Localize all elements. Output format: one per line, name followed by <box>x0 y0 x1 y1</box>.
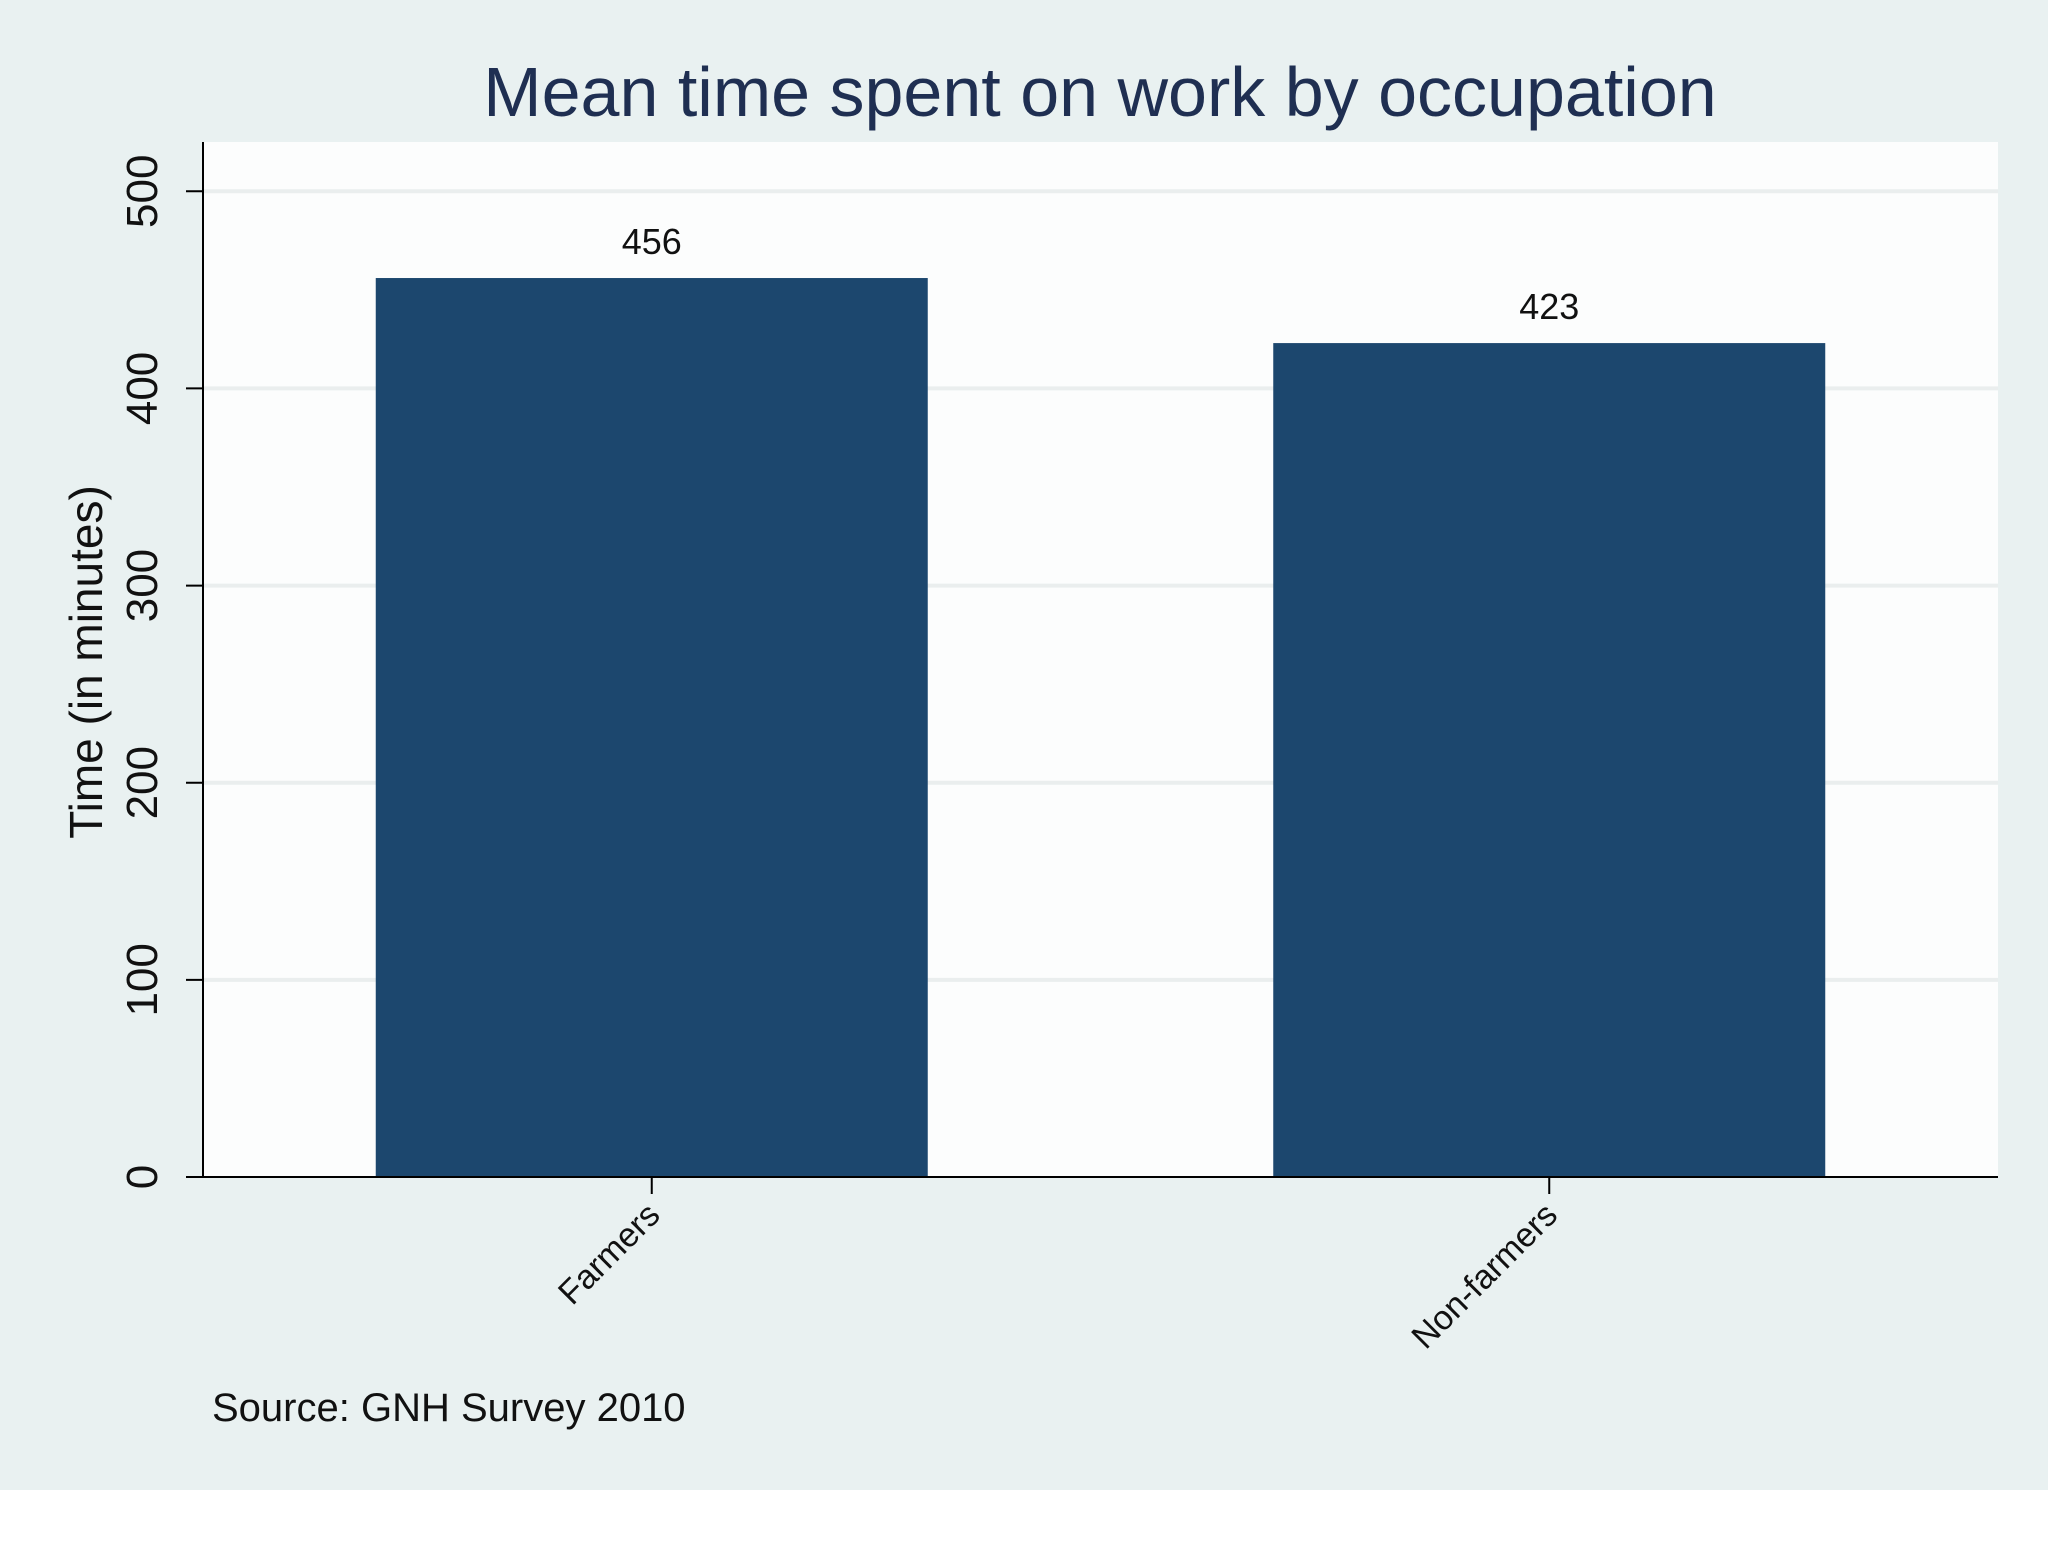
y-tick-label-200: 200 <box>118 746 167 819</box>
y-tick-label-300: 300 <box>118 549 167 622</box>
bar-value-label-non-farmers: 423 <box>1519 286 1579 327</box>
bar-value-label-farmers: 456 <box>622 221 682 262</box>
y-tick-label-100: 100 <box>118 943 167 1016</box>
y-tick-label-0: 0 <box>118 1165 167 1189</box>
source-note: Source: GNH Survey 2010 <box>212 1386 686 1430</box>
bar-non-farmers <box>1273 343 1826 1178</box>
bar-farmers <box>375 278 928 1177</box>
bar-value-labels: 456 423 <box>622 221 1580 327</box>
y-axis-ticks: 0 100 200 300 400 500 <box>118 155 203 1189</box>
y-axis-title: Time (in minutes) <box>60 485 112 839</box>
y-tick-label-400: 400 <box>118 352 167 425</box>
y-tick-label-500: 500 <box>118 155 167 228</box>
bars <box>375 278 1826 1178</box>
chart-title: Mean time spent on work by occupation <box>483 53 1716 131</box>
